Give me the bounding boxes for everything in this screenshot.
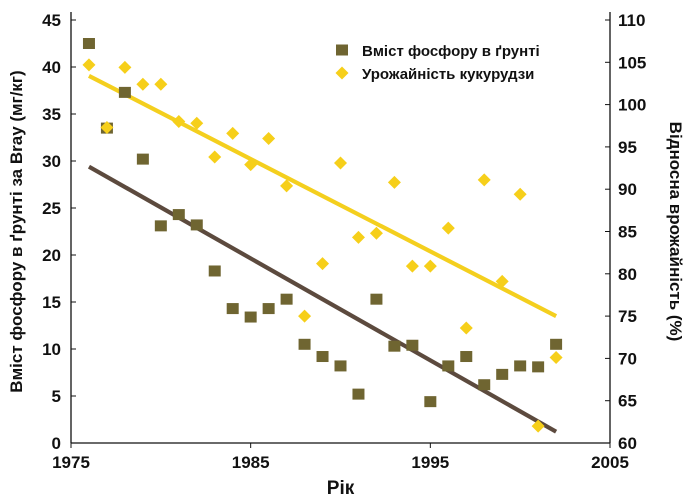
- series-1-point: [82, 38, 95, 49]
- series-1-point: [244, 311, 257, 323]
- series-1-point: [478, 379, 491, 391]
- y-left-tick-label: 35: [42, 105, 61, 124]
- series-2-point: [549, 351, 563, 365]
- series-2-point: [316, 257, 330, 271]
- series-2-point: [351, 230, 365, 244]
- series-1-point: [208, 265, 221, 277]
- y-right-tick-label: 90: [618, 180, 637, 199]
- y-right-tick-label: 85: [618, 223, 637, 242]
- y-right-tick-label: 65: [618, 392, 637, 411]
- series-1-point: [280, 293, 293, 305]
- legend: Вміст фосфору в ґрунті Урожайність кукуру…: [335, 43, 540, 83]
- series-1-point: [298, 338, 311, 350]
- x-tick-label: 2005: [591, 453, 629, 472]
- series-1-point: [496, 368, 509, 380]
- series-2-point: [423, 259, 437, 273]
- y-left-tick-label: 20: [42, 246, 61, 265]
- series-2-point: [477, 173, 491, 187]
- x-axis-label: Рік: [327, 478, 355, 499]
- series-2-point: [118, 60, 132, 74]
- legend-marker-1: [336, 44, 348, 56]
- series-2-point: [513, 187, 527, 201]
- series-2-point: [495, 274, 509, 288]
- series-2-point: [441, 221, 455, 235]
- y-axis-right-label: Відносна врожайність (%): [666, 122, 685, 342]
- series-2-point: [136, 77, 150, 91]
- series-2-point: [244, 158, 258, 172]
- axes-layer: 0 5 10 15 20 25 30 35 40 45 60 65 70 75 80 85 90 95 100 105…: [7, 11, 685, 499]
- y-left-tick-label: 10: [42, 340, 61, 359]
- x-tick-label: 1975: [52, 453, 90, 472]
- series-1-point: [154, 220, 167, 232]
- series-1-point: [262, 303, 275, 315]
- series-1-point: [406, 339, 419, 351]
- y-left-tick-label: 25: [42, 199, 61, 218]
- y-left-tick-label: 40: [42, 58, 61, 77]
- series-1-point: [388, 340, 401, 352]
- series-1-point: [334, 360, 347, 372]
- legend-label-1: Вміст фосфору в ґрунті: [362, 43, 540, 60]
- legend-marker-2: [335, 66, 349, 80]
- y-left-tick-label: 5: [52, 387, 61, 406]
- y-left-tick-label: 15: [42, 293, 61, 312]
- series-2-point: [531, 419, 545, 433]
- series-1-point: [442, 360, 455, 372]
- trend-line-2: [88, 73, 558, 318]
- series-1-point: [316, 351, 329, 363]
- series-2-point: [100, 120, 114, 134]
- y-right-tick-label: 80: [618, 265, 637, 284]
- y-left-tick-label: 45: [42, 11, 61, 30]
- series-1-point: [514, 360, 527, 372]
- series-1-point: [352, 388, 365, 400]
- series-layer: [82, 38, 563, 434]
- series-1-point: [118, 86, 131, 98]
- y-right-tick-label: 105: [618, 53, 646, 72]
- series-2-point: [387, 175, 401, 189]
- series-2-point: [82, 58, 96, 72]
- series-2-point: [226, 126, 240, 140]
- series-1-point: [460, 351, 473, 363]
- series-2-point: [280, 179, 294, 193]
- legend-label-2: Урожайність кукурудзи: [362, 66, 534, 83]
- x-tick-label: 1985: [232, 453, 270, 472]
- series-1-point: [370, 293, 383, 305]
- series-2-point: [172, 115, 186, 129]
- series-2-point: [190, 116, 204, 130]
- y-right-tick-label: 95: [618, 138, 637, 157]
- series-2-point: [459, 321, 473, 335]
- series-2-point: [154, 77, 168, 91]
- series-2-point: [369, 226, 383, 240]
- y-right-tick-label: 100: [618, 96, 646, 115]
- y-right-tick-label: 110: [618, 11, 645, 30]
- trend-line-1: [87, 164, 558, 434]
- series-1-point: [226, 303, 239, 315]
- y-left-tick-label: 0: [52, 434, 61, 453]
- y-right-tick-label: 70: [618, 349, 637, 368]
- series-2-point: [262, 131, 276, 145]
- x-tick-label: 1995: [411, 453, 449, 472]
- series-1-point: [136, 153, 149, 165]
- series-1-point: [172, 209, 185, 221]
- series-1-point: [550, 338, 563, 350]
- series-1-point: [532, 361, 545, 373]
- y-right-tick-label: 60: [618, 434, 637, 453]
- series-2-point: [405, 259, 419, 273]
- series-1-point: [424, 396, 437, 408]
- series-1-point: [190, 219, 203, 231]
- y-left-tick-label: 30: [42, 152, 61, 171]
- y-axis-left-label: Вміст фосфору в ґрунті за Bray (мг/кг): [7, 70, 26, 392]
- series-2-point: [298, 309, 312, 323]
- y-right-tick-label: 75: [618, 307, 637, 326]
- series-2-point: [208, 150, 222, 164]
- series-2-point: [334, 156, 347, 170]
